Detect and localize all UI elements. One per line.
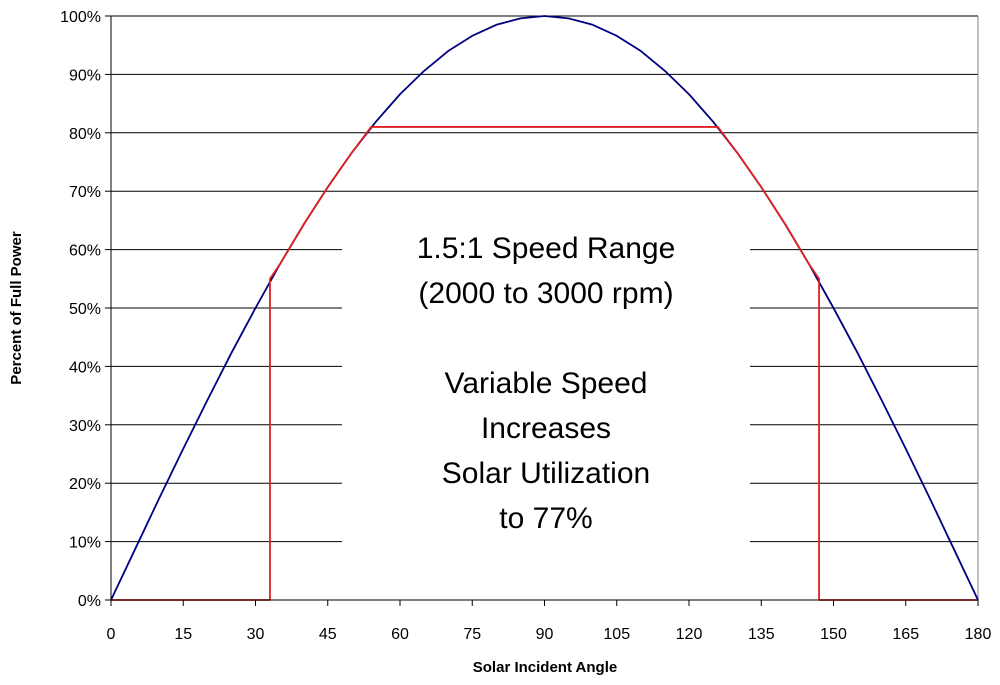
x-tick-label: 180	[965, 626, 992, 643]
y-tick-label: 20%	[69, 476, 101, 493]
x-tick-label: 75	[463, 626, 481, 643]
x-tick-label: 15	[174, 626, 192, 643]
annotation-line: (2000 to 3000 rpm)	[418, 277, 673, 310]
annotation-line: Variable Speed	[445, 367, 648, 400]
y-tick-label: 0%	[78, 593, 101, 610]
x-tick-label: 105	[603, 626, 630, 643]
utilization-curve	[111, 126, 978, 601]
x-tick-label: 45	[319, 626, 337, 643]
annotation-line: 1.5:1 Speed Range	[417, 232, 676, 265]
x-tick-label: 150	[820, 626, 847, 643]
y-tick-label: 10%	[69, 535, 101, 552]
annotation-line: to 77%	[499, 502, 592, 535]
annotation-line: Solar Utilization	[442, 457, 650, 490]
x-axis-title: Solar Incident Angle	[473, 659, 617, 676]
y-tick-label: 100%	[60, 9, 101, 26]
annotation-text: 1.5:1 Speed Range (2000 to 3000 rpm) Varia…	[417, 232, 676, 535]
y-tick-label: 70%	[69, 184, 101, 201]
tick-labels: 0% 10% 20% 30% 40% 50% 60% 70% 80% 90% 100% 0 15 30 45…	[60, 9, 991, 643]
full-power-curve	[110, 15, 979, 601]
x-tick-label: 120	[676, 626, 703, 643]
y-tick-label: 30%	[69, 418, 101, 435]
y-tick-label: 90%	[69, 67, 101, 84]
x-tick-label: 0	[107, 626, 116, 643]
y-tick-label: 50%	[69, 301, 101, 318]
y-tick-label: 60%	[69, 243, 101, 260]
y-axis-title: Percent of Full Power	[8, 231, 25, 385]
x-tick-label: 60	[391, 626, 409, 643]
x-tick-label: 90	[536, 626, 554, 643]
annotation-background	[342, 202, 750, 552]
y-tick-label: 80%	[69, 126, 101, 143]
axes	[105, 15, 979, 606]
annotation-line: Increases	[481, 412, 611, 445]
x-tick-label: 30	[247, 626, 265, 643]
x-tick-label: 165	[892, 626, 919, 643]
x-tick-label: 135	[748, 626, 775, 643]
series-layer	[110, 15, 979, 601]
y-tick-label: 40%	[69, 359, 101, 376]
